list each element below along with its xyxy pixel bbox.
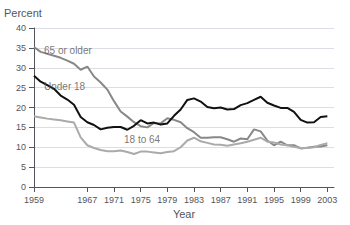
svg-text:20: 20 (16, 103, 26, 113)
svg-text:1987: 1987 (211, 195, 231, 205)
svg-text:40: 40 (16, 23, 26, 33)
svg-text:15: 15 (16, 122, 26, 132)
svg-text:65 or older: 65 or older (44, 45, 92, 56)
svg-text:1995: 1995 (264, 195, 284, 205)
svg-text:1983: 1983 (184, 195, 204, 205)
svg-text:1991: 1991 (237, 195, 257, 205)
svg-text:Percent: Percent (4, 7, 42, 19)
svg-text:0: 0 (21, 182, 26, 192)
svg-text:18 to 64: 18 to 64 (124, 134, 161, 145)
svg-text:1971: 1971 (104, 195, 124, 205)
svg-text:Year: Year (173, 208, 196, 220)
svg-text:1979: 1979 (157, 195, 177, 205)
svg-text:1999: 1999 (291, 195, 311, 205)
svg-text:35: 35 (16, 43, 26, 53)
svg-text:25: 25 (16, 83, 26, 93)
svg-text:1967: 1967 (77, 195, 97, 205)
svg-text:10: 10 (16, 142, 26, 152)
svg-text:1959: 1959 (24, 195, 44, 205)
svg-text:2003: 2003 (317, 195, 337, 205)
svg-text:5: 5 (21, 162, 26, 172)
svg-text:30: 30 (16, 63, 26, 73)
svg-text:1975: 1975 (131, 195, 151, 205)
svg-text:Under 18: Under 18 (44, 81, 86, 92)
